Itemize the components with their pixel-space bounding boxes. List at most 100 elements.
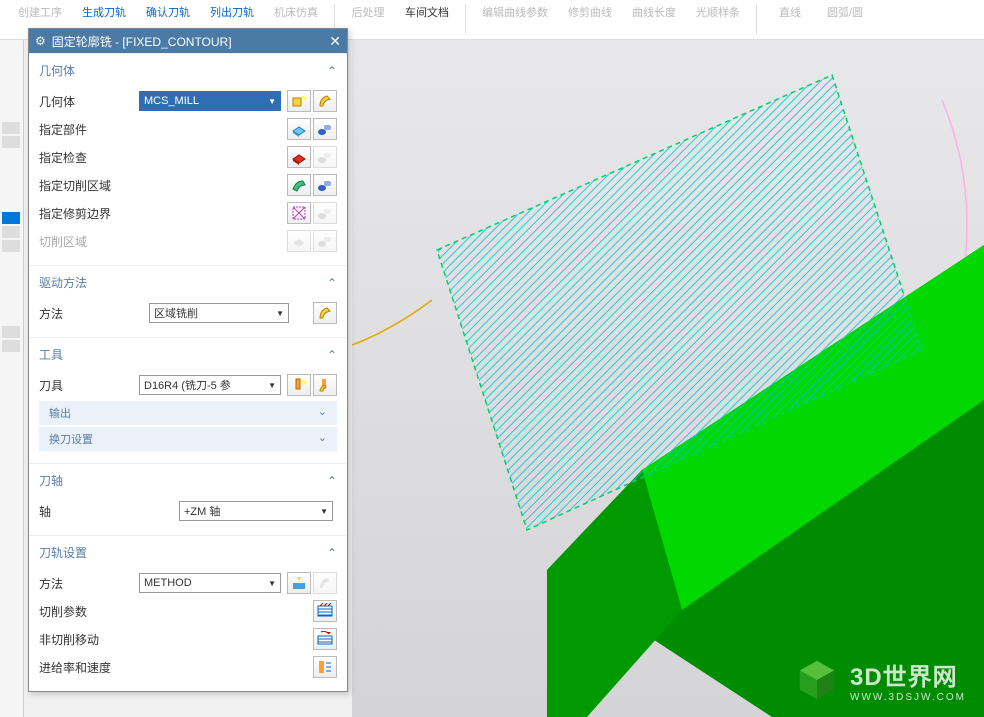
cut-params-button[interactable] [313,600,337,622]
ribbon-确认刀轨[interactable]: 确认刀轨 [138,2,198,22]
label: 切削区域 [39,233,139,250]
nav-mark[interactable] [2,340,20,352]
section-title: 几何体 [39,62,75,79]
nav-mark[interactable] [2,122,20,134]
check-icon-button[interactable] [287,146,311,168]
ribbon-车间文档[interactable]: 车间文档 [397,2,457,22]
section-title: 刀轨设置 [39,544,87,561]
label: 刀具 [39,377,139,394]
select-value: METHOD [144,577,192,589]
edit-tool-button[interactable] [313,374,337,396]
subrow-output[interactable]: 输出 ⌄ [39,401,337,425]
section-path-header[interactable]: 刀轨设置 ⌃ [29,535,347,565]
chevron-down-icon: ⌄ [318,405,327,421]
row-cut-region: 切削区域 [39,227,337,255]
ribbon-列出刀轨[interactable]: 列出刀轨 [202,2,262,22]
subrow-label: 换刀设置 [49,431,93,447]
row-drive-method: 方法 区域铣削▼ [39,299,337,327]
label: 方法 [39,305,139,322]
label: 指定检查 [39,149,139,166]
select-value: MCS_MILL [144,95,199,107]
dialog-titlebar[interactable]: ⚙ 固定轮廓铣 - [FIXED_CONTOUR] ✕ [29,29,347,53]
section-title: 驱动方法 [39,274,87,291]
nav-mark[interactable] [2,226,20,238]
geometry-scene [352,40,984,717]
label: 切削参数 [39,603,311,620]
nav-mark[interactable] [2,240,20,252]
section-title: 刀轴 [39,472,63,489]
row-specify-cut-area: 指定切削区域 [39,171,337,199]
ribbon-编辑曲线参数: 编辑曲线参数 [474,2,556,22]
chevron-up-icon: ⌃ [327,474,337,488]
edit-method-button [313,572,337,594]
dialog-title: 固定轮廓铣 - [FIXED_CONTOUR] [52,33,232,50]
edit-geometry-button[interactable] [313,90,337,112]
row-tool: 刀具 D16R4 (铣刀-5 参▼ [39,371,337,399]
path-method-select[interactable]: METHOD▼ [139,573,281,593]
row-feed-speed: 进给率和速度 [39,653,337,681]
nav-mark-active[interactable] [2,212,20,224]
ribbon-圆弧/圆: 圆弧/圆 [819,2,871,22]
feed-speed-button[interactable] [313,656,337,678]
noncut-button[interactable] [313,628,337,650]
chevron-up-icon: ⌃ [327,276,337,290]
select-value: +ZM 轴 [184,503,220,519]
ribbon-修剪曲线: 修剪曲线 [560,2,620,22]
ribbon-生成刀轨[interactable]: 生成刀轨 [74,2,134,22]
trim-icon-button[interactable] [287,202,311,224]
flashlight-button-disabled [313,230,337,252]
nav-mark[interactable] [2,326,20,338]
row-geometry-body: 几何体 MCS_MILL▼ [39,87,337,115]
nav-mark[interactable] [2,136,20,148]
section-tool-header[interactable]: 工具 ⌃ [29,337,347,367]
inherit-button[interactable] [287,572,311,594]
chevron-down-icon: ⌄ [318,431,327,447]
ribbon-创建工序: 创建工序 [10,2,70,22]
row-noncut-moves: 非切削移动 [39,625,337,653]
flashlight-button[interactable] [313,174,337,196]
row-specify-check: 指定检查 [39,143,337,171]
label: 方法 [39,575,139,592]
label: 指定部件 [39,121,139,138]
drive-method-select[interactable]: 区域铣削▼ [149,303,289,323]
fixed-contour-dialog: ⚙ 固定轮廓铣 - [FIXED_CONTOUR] ✕ 几何体 ⌃ 几何体 MC… [28,28,348,692]
flashlight-button-disabled [313,146,337,168]
chevron-up-icon: ⌃ [327,546,337,560]
flashlight-button[interactable] [313,118,337,140]
section-geometry-header[interactable]: 几何体 ⌃ [29,53,347,83]
watermark-url: WWW.3DSJW.COM [850,692,966,703]
new-geometry-button[interactable] [287,90,311,112]
label: 轴 [39,503,139,520]
watermark: 3D世界网 WWW.3DSJW.COM [794,657,966,703]
subrow-tool-change[interactable]: 换刀设置 ⌄ [39,427,337,451]
part-icon-button[interactable] [287,118,311,140]
flashlight-button-disabled [313,202,337,224]
close-icon[interactable]: ✕ [329,33,341,50]
new-tool-button[interactable] [287,374,311,396]
label: 指定切削区域 [39,177,139,194]
geometry-select[interactable]: MCS_MILL▼ [139,91,281,111]
ribbon-后处理: 后处理 [343,2,393,22]
edit-drive-button[interactable] [313,302,337,324]
gear-icon: ⚙ [35,34,46,48]
3d-viewport[interactable]: 3D世界网 WWW.3DSJW.COM [352,40,984,717]
label: 指定修剪边界 [39,205,139,222]
cube-logo-icon [794,657,840,703]
ribbon-机床仿真: 机床仿真 [266,2,326,22]
select-value: D16R4 (铣刀-5 参 [144,377,231,393]
label: 进给率和速度 [39,659,311,676]
row-specify-part: 指定部件 [39,115,337,143]
ribbon-曲线长度: 曲线长度 [624,2,684,22]
region-icon-disabled [287,230,311,252]
axis-select[interactable]: +ZM 轴▼ [179,501,333,521]
select-value: 区域铣削 [154,305,198,321]
section-drive-header[interactable]: 驱动方法 ⌃ [29,265,347,295]
section-axis-header[interactable]: 刀轴 ⌃ [29,463,347,493]
ribbon-光顺样条: 光顺样条 [688,2,748,22]
tool-select[interactable]: D16R4 (铣刀-5 参▼ [139,375,281,395]
row-specify-trim: 指定修剪边界 [39,199,337,227]
watermark-title: 3D世界网 [850,657,966,692]
cutarea-icon-button[interactable] [287,174,311,196]
subrow-label: 输出 [49,405,71,421]
label: 非切削移动 [39,631,311,648]
